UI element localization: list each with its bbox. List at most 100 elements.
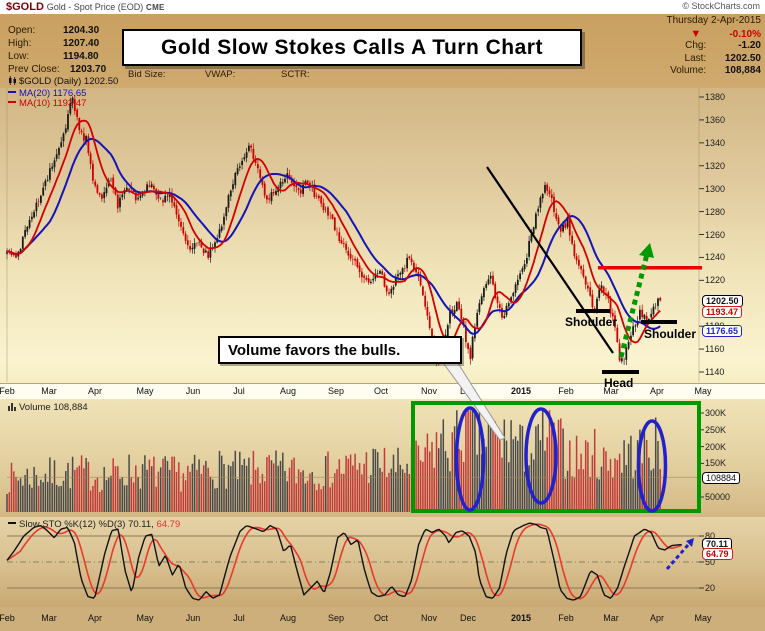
x-axis-2015-11: 2015: [510, 613, 532, 623]
ma10-legend-text: MA(10) 1193.47: [19, 98, 87, 109]
sto-legend-k: Slow STO %K(12) %D(3) 70.11,: [19, 519, 154, 530]
ma20-legend: MA(20) 1176.65: [8, 88, 86, 99]
symbol-header: $GOLD Gold - Spot Price (EOD) CME: [6, 1, 165, 13]
x-axis-dec-10: Dec: [459, 613, 476, 623]
x-axis-may-3: May: [136, 613, 154, 623]
x-axis-jun-4: Jun: [185, 613, 201, 623]
high-value: 1207.40: [63, 38, 100, 49]
x-axis-2015-11: 2015: [510, 386, 532, 396]
sctr-label: SCTR:: [281, 69, 310, 80]
volume-tick-250K: 250K: [705, 424, 727, 435]
x-axis-mar-1: Mar: [41, 386, 57, 396]
x-axis-feb-0: Feb: [0, 386, 15, 396]
main-legend: $GOLD (Daily) 1202.50: [8, 76, 118, 88]
sto-legend: Slow STO %K(12) %D(3) 70.11, 64.79: [8, 519, 180, 530]
price-tick-1160: 1160: [705, 344, 725, 355]
x-axis-oct-8: Oct: [373, 386, 388, 396]
chart-title: Gold Slow Stokes Calls A Turn Chart: [161, 35, 543, 59]
bottom-axis-strip: [0, 607, 765, 631]
ma10-price-tag: 1193.47: [702, 306, 743, 318]
callout-box: Volume favors the bulls.: [218, 336, 462, 364]
sto-tick-50: 50: [705, 557, 716, 567]
volume-bars-icon: [8, 403, 17, 414]
symbol-ticker: $GOLD: [6, 1, 44, 13]
x-axis-may-15: May: [694, 386, 712, 396]
volume-tick-50000: 50000: [705, 492, 731, 502]
percent-change: -0.10%: [729, 28, 761, 40]
ma20-price-tag: 1176.65: [702, 325, 743, 337]
price-tick-1380: 1380: [705, 92, 726, 102]
open-label: Open:: [8, 25, 36, 36]
x-axis-sep-7: Sep: [327, 386, 344, 396]
price-tick-1260: 1260: [705, 229, 726, 240]
vwap-label: VWAP:: [205, 69, 236, 80]
candlestick-icon: [8, 76, 17, 88]
volume-legend-text: Volume 108,884: [19, 402, 88, 413]
stochastics-plot[interactable]: [0, 517, 765, 607]
ma20-legend-text: MA(20) 1176.65: [19, 88, 87, 99]
last-value: 1202.50: [724, 52, 761, 64]
x-axis-jul-5: Jul: [233, 613, 245, 623]
x-axis-may-15: May: [694, 613, 712, 623]
volume-tag: 108884: [702, 472, 741, 484]
x-axis-mar-13: Mar: [603, 386, 619, 396]
price-tick-1320: 1320: [705, 160, 726, 171]
high-label: High:: [8, 38, 32, 49]
prev-close-value: 1203.70: [70, 64, 107, 75]
x-axis-oct-8: Oct: [373, 613, 388, 623]
volume-value: 108,884: [724, 65, 761, 76]
x-axis-apr-2: Apr: [87, 386, 102, 396]
head-label: Head: [604, 376, 634, 390]
x-axis-sep-7: Sep: [327, 613, 344, 623]
quote-date: Thursday 2-Apr-2015: [666, 15, 762, 26]
volume-plot[interactable]: [0, 399, 765, 513]
price-tick-1240: 1240: [705, 252, 726, 263]
price-tick-1300: 1300: [705, 183, 726, 194]
sto-line-icon: [8, 522, 16, 524]
last-label: Last:: [684, 52, 707, 64]
x-axis-apr-14: Apr: [649, 386, 664, 396]
volume-tick-150K: 150K: [705, 458, 727, 469]
change-block: Thursday 2-Apr-2015 ▼ -0.10% Chg: -1.20 L…: [667, 15, 762, 78]
volume-tick-300K: 300K: [705, 408, 727, 418]
volume-legend: Volume 108,884: [8, 402, 88, 414]
shoulder-right-label: Shoulder: [644, 327, 697, 341]
quote-block: Open: 1204.30 High: 1207.40 Low: 1194.80 Pr…: [8, 24, 106, 76]
prev-close-label: Prev Close:: [8, 64, 60, 75]
low-value: 1194.80: [63, 51, 99, 62]
panel-gap: [0, 513, 765, 517]
open-value: 1204.30: [63, 25, 100, 36]
chg-value: -1.20: [738, 40, 761, 51]
chart-title-box: Gold Slow Stokes Calls A Turn Chart: [122, 29, 582, 66]
x-axis-jul-5: Jul: [233, 386, 245, 396]
x-axis-dec-10: Dec: [459, 386, 476, 396]
x-axis-aug-6: Aug: [279, 386, 296, 396]
volume-tick-200K: 200K: [705, 441, 727, 452]
ma20-line-icon: [8, 91, 16, 93]
x-axis-nov-9: Nov: [420, 386, 437, 396]
down-triangle-icon: ▼: [690, 27, 702, 40]
chg-label: Chg:: [685, 40, 707, 51]
x-axis-apr-14: Apr: [649, 613, 664, 623]
x-axis-feb-12: Feb: [558, 613, 574, 623]
x-axis-aug-6: Aug: [279, 613, 296, 623]
stockcharts-copyright-link[interactable]: © StockCharts.com: [682, 1, 760, 11]
price-tick-1280: 1280: [705, 206, 726, 217]
price-tick-1360: 1360: [705, 114, 726, 125]
low-label: Low:: [8, 51, 30, 62]
main-legend-text: $GOLD (Daily) 1202.50: [19, 76, 119, 87]
price-tick-1220: 1220: [705, 275, 726, 286]
ma10-line-icon: [8, 101, 16, 103]
x-axis-mar-13: Mar: [603, 613, 619, 623]
price-tick-1140: 1140: [705, 367, 725, 377]
top-strip-background: [0, 0, 765, 14]
price-tick-1340: 1340: [705, 137, 726, 148]
sto-tick-80: 80: [705, 530, 716, 541]
sto-d-tag: 64.79: [702, 548, 733, 560]
x-axis-jun-4: Jun: [185, 386, 201, 396]
shoulder-left-label: Shoulder: [565, 315, 618, 329]
sto-tick-20: 20: [705, 583, 716, 593]
symbol-description: Gold - Spot Price (EOD): [46, 2, 144, 12]
x-axis-may-3: May: [136, 386, 154, 396]
